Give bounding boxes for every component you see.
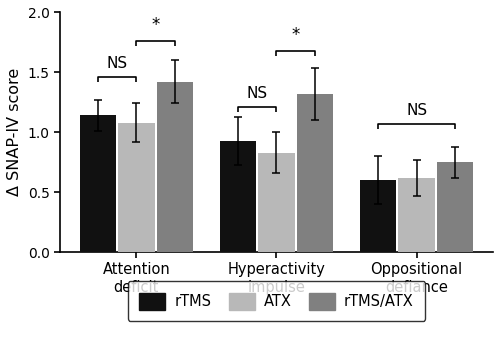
- Bar: [360, 180, 397, 252]
- Bar: [398, 178, 435, 252]
- Text: NS: NS: [246, 86, 268, 101]
- Bar: [437, 162, 474, 252]
- Bar: [220, 141, 256, 252]
- Y-axis label: Δ SNAP-IV score: Δ SNAP-IV score: [7, 68, 22, 196]
- Legend: rTMS, ATX, rTMS/ATX: rTMS, ATX, rTMS/ATX: [128, 281, 426, 321]
- Bar: [296, 94, 333, 252]
- Text: NS: NS: [106, 56, 128, 71]
- Text: NS: NS: [406, 103, 427, 118]
- Text: *: *: [292, 26, 300, 44]
- Bar: [80, 116, 116, 252]
- Bar: [258, 153, 295, 252]
- Bar: [156, 82, 193, 252]
- Bar: [118, 122, 154, 252]
- Text: *: *: [152, 16, 160, 34]
